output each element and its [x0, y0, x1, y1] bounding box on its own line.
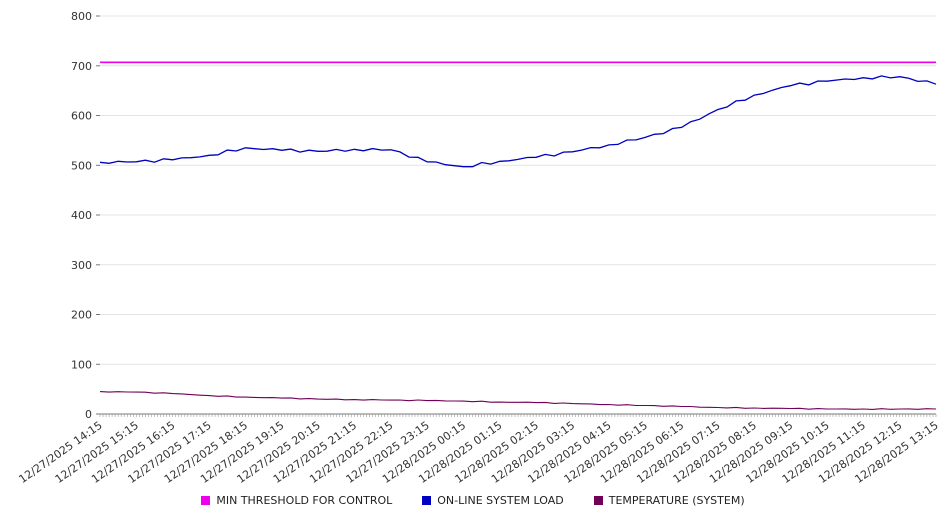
svg-text:100: 100 — [71, 358, 92, 371]
chart-legend: MIN THRESHOLD FOR CONTROL ON-LINE SYSTEM… — [0, 494, 946, 507]
svg-text:700: 700 — [71, 60, 92, 73]
svg-text:400: 400 — [71, 209, 92, 222]
legend-label-online-system-load: ON-LINE SYSTEM LOAD — [437, 494, 564, 507]
svg-text:300: 300 — [71, 259, 92, 272]
svg-text:0: 0 — [85, 408, 92, 421]
legend-item-temperature: TEMPERATURE (SYSTEM) — [593, 494, 745, 507]
svg-text:800: 800 — [71, 10, 92, 23]
legend-item-online-system-load: ON-LINE SYSTEM LOAD — [422, 494, 564, 507]
svg-text:600: 600 — [71, 110, 92, 123]
legend-item-min-threshold: MIN THRESHOLD FOR CONTROL — [201, 494, 392, 507]
min-threshold-swatch-icon — [201, 496, 211, 505]
legend-label-min-threshold: MIN THRESHOLD FOR CONTROL — [216, 494, 393, 507]
temperature-swatch-icon — [593, 496, 603, 505]
online-system-load-swatch-icon — [422, 496, 432, 505]
legend-label-temperature: TEMPERATURE (SYSTEM) — [608, 494, 745, 507]
svg-text:500: 500 — [71, 159, 92, 172]
svg-text:200: 200 — [71, 309, 92, 322]
